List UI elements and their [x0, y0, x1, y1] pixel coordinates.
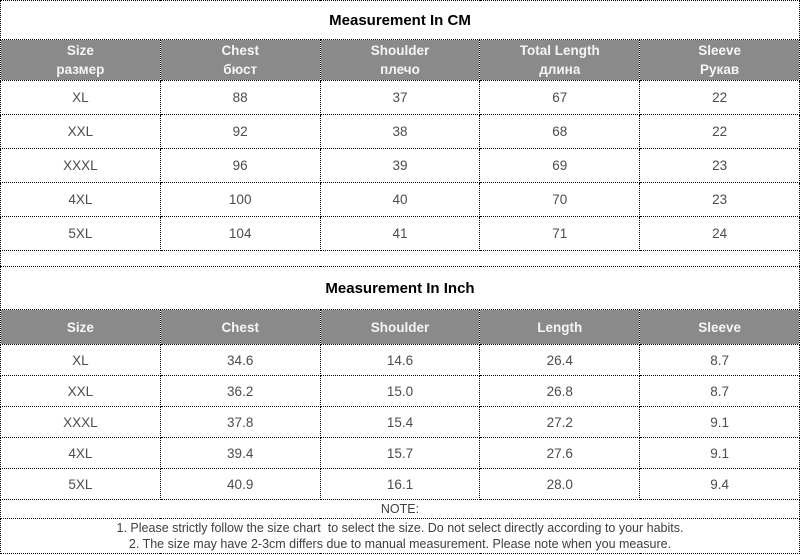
cm-shoulder-cell: 39	[319, 148, 481, 183]
cm-chest-cell: 100	[159, 182, 321, 217]
cm-header-chest-en: Chest	[221, 43, 259, 58]
cm-size-cell: XXL	[0, 114, 161, 149]
cm-shoulder-cell: 37	[319, 80, 481, 115]
cm-header-size-ru: размер	[56, 62, 105, 77]
inch-shoulder-cell: 14.6	[319, 344, 481, 376]
note-line-2: 2. The size may have 2-3cm differs due t…	[128, 537, 672, 551]
table-separator	[0, 251, 800, 266]
cm-header-sleeve-ru: Рукав	[700, 62, 740, 77]
inch-size-cell: 4XL	[0, 437, 161, 469]
cm-sleeve-cell: 22	[639, 80, 800, 115]
inch-size-cell: 5XL	[0, 468, 161, 500]
inch-sleeve-cell: 8.7	[639, 375, 800, 407]
cm-shoulder-cell: 38	[319, 114, 481, 149]
cm-header-row: Size размер Chest бюст Shoulder плечо To…	[0, 39, 800, 81]
cm-header-length: Total Length длина	[479, 39, 641, 81]
inch-shoulder-cell: 15.0	[319, 375, 481, 407]
cm-chest-cell: 96	[159, 148, 321, 183]
cm-chest-cell: 88	[159, 80, 321, 115]
cm-chest-cell: 92	[159, 114, 321, 149]
inch-table-row: 4XL 39.4 15.7 27.6 9.1	[0, 437, 800, 469]
inch-sleeve-cell: 9.1	[639, 406, 800, 438]
cm-header-sleeve-en: Sleeve	[698, 43, 741, 58]
cm-sleeve-cell: 22	[639, 114, 800, 149]
cm-sleeve-cell: 23	[639, 182, 800, 217]
cm-size-cell: XL	[0, 80, 161, 115]
inch-table-row: XXXL 37.8 15.4 27.2 9.1	[0, 406, 800, 438]
cm-length-cell: 70	[479, 182, 641, 217]
cm-length-cell: 71	[479, 216, 641, 251]
cm-chest-cell: 104	[159, 216, 321, 251]
cm-size-cell: 5XL	[0, 216, 161, 251]
inch-shoulder-cell: 15.7	[319, 437, 481, 469]
cm-header-shoulder: Shoulder плечо	[319, 39, 481, 81]
inch-size-cell: XXL	[0, 375, 161, 407]
cm-header-size: Size размер	[0, 39, 161, 81]
cm-table-title: Measurement In CM	[0, 0, 800, 40]
inch-length-cell: 26.4	[479, 344, 641, 376]
cm-table-row: XL 88 37 67 22	[0, 80, 800, 115]
inch-length-cell: 27.6	[479, 437, 641, 469]
cm-sleeve-cell: 23	[639, 148, 800, 183]
cm-size-cell: XXXL	[0, 148, 161, 183]
inch-header-shoulder: Shoulder	[319, 309, 481, 345]
inch-table-row: XL 34.6 14.6 26.4 8.7	[0, 344, 800, 376]
inch-sleeve-cell: 9.4	[639, 468, 800, 500]
inch-size-cell: XL	[0, 344, 161, 376]
inch-header-size: Size	[0, 309, 161, 345]
inch-header-length: Length	[479, 309, 641, 345]
cm-length-cell: 68	[479, 114, 641, 149]
cm-header-shoulder-en: Shoulder	[370, 43, 430, 58]
inch-table-row: 5XL 40.9 16.1 28.0 9.4	[0, 468, 800, 500]
inch-chest-cell: 37.8	[159, 406, 321, 438]
cm-length-cell: 69	[479, 148, 641, 183]
cm-shoulder-cell: 41	[319, 216, 481, 251]
cm-header-shoulder-ru: плечо	[380, 62, 420, 77]
inch-shoulder-cell: 16.1	[319, 468, 481, 500]
cm-table-row: XXXL 96 39 69 23	[0, 148, 800, 183]
inch-chest-cell: 39.4	[159, 437, 321, 469]
cm-measurement-table: Measurement In CM Size размер Chest бюст…	[0, 0, 800, 251]
cm-table-row: 5XL 104 41 71 24	[0, 216, 800, 251]
cm-table-row: 4XL 100 40 70 23	[0, 182, 800, 217]
inch-table-row: XXL 36.2 15.0 26.8 8.7	[0, 375, 800, 407]
inch-measurement-table: Measurement In Inch Size Chest Shoulder …	[0, 266, 800, 554]
cm-header-chest: Chest бюст	[159, 39, 321, 81]
cm-header-chest-ru: бюст	[223, 62, 258, 77]
inch-table-title: Measurement In Inch	[0, 266, 800, 310]
cm-length-cell: 67	[479, 80, 641, 115]
inch-shoulder-cell: 15.4	[319, 406, 481, 438]
cm-sleeve-cell: 24	[639, 216, 800, 251]
cm-header-length-en: Total Length	[519, 43, 600, 58]
note-lines-cell: 1. Please strictly follow the size chart…	[0, 518, 800, 554]
note-label-row: NOTE:	[0, 499, 800, 519]
inch-header-sleeve: Sleeve	[639, 309, 800, 345]
cm-header-sleeve: Sleeve Рукав	[639, 39, 800, 81]
inch-size-cell: XXXL	[0, 406, 161, 438]
inch-chest-cell: 34.6	[159, 344, 321, 376]
inch-chest-cell: 40.9	[159, 468, 321, 500]
cm-title-row: Measurement In CM	[0, 0, 800, 40]
cm-shoulder-cell: 40	[319, 182, 481, 217]
cm-table-row: XXL 92 38 68 22	[0, 114, 800, 149]
cm-size-cell: 4XL	[0, 182, 161, 217]
note-label: NOTE:	[0, 499, 800, 519]
cm-header-size-en: Size	[66, 43, 94, 58]
inch-length-cell: 27.2	[479, 406, 641, 438]
note-lines-row: 1. Please strictly follow the size chart…	[0, 518, 800, 554]
inch-chest-cell: 36.2	[159, 375, 321, 407]
note-line-1: 1. Please strictly follow the size chart…	[116, 521, 684, 535]
inch-length-cell: 28.0	[479, 468, 641, 500]
cm-header-length-ru: длина	[539, 62, 581, 77]
inch-title-row: Measurement In Inch	[0, 266, 800, 310]
inch-length-cell: 26.8	[479, 375, 641, 407]
inch-sleeve-cell: 8.7	[639, 344, 800, 376]
inch-header-row: Size Chest Shoulder Length Sleeve	[0, 309, 800, 345]
inch-sleeve-cell: 9.1	[639, 437, 800, 469]
inch-header-chest: Chest	[159, 309, 321, 345]
